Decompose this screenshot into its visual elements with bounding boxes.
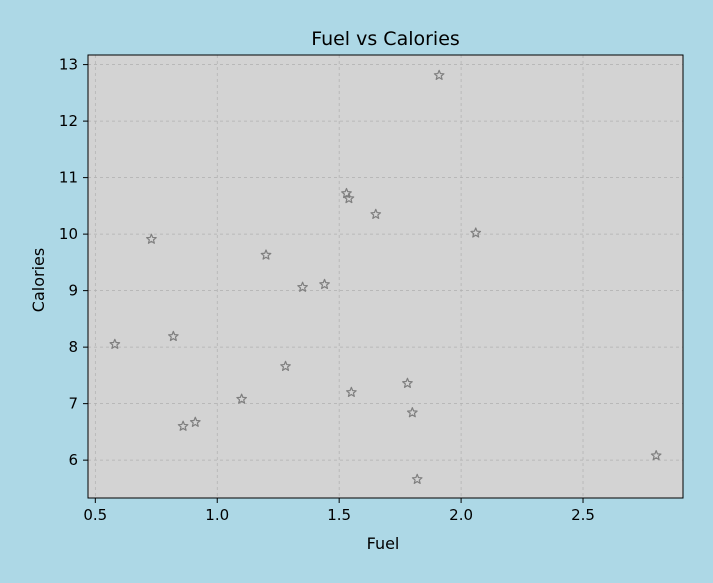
data-point (650, 450, 662, 461)
data-point (260, 249, 272, 260)
data-point (167, 330, 179, 342)
data-point (406, 407, 418, 418)
data-point (341, 187, 352, 199)
data-point (346, 386, 357, 397)
y-tick-label: 8 (68, 338, 78, 356)
data-points (109, 69, 662, 484)
data-point (370, 208, 382, 219)
y-tick-label: 6 (68, 451, 78, 469)
data-point (411, 473, 423, 484)
y-axis-ticks: 6 7 8 9 10 11 12 13 (59, 56, 88, 469)
data-point (236, 393, 247, 404)
data-point (402, 377, 413, 388)
data-point (433, 69, 445, 80)
data-point (109, 338, 121, 349)
grid-lines (88, 55, 683, 498)
plot-frame (87, 54, 684, 499)
data-point (189, 416, 201, 427)
y-tick-label: 13 (59, 56, 78, 74)
x-tick-label: 0.5 (83, 506, 107, 524)
x-tick-label: 1.0 (205, 506, 229, 524)
data-point (319, 278, 330, 290)
data-point (177, 420, 189, 431)
x-axis-ticks: 0.5 1.0 1.5 2.0 2.5 (83, 498, 595, 524)
data-point (343, 192, 355, 204)
data-point (470, 227, 482, 238)
y-tick-label: 7 (68, 395, 78, 413)
data-point (146, 233, 157, 244)
x-tick-label: 2.0 (449, 506, 473, 524)
y-axis-title: Calories (29, 248, 48, 312)
y-tick-label: 11 (59, 169, 78, 187)
x-tick-label: 1.5 (327, 506, 351, 524)
data-point (297, 281, 308, 292)
x-axis-title: Fuel (367, 534, 400, 553)
y-tick-label: 10 (59, 225, 78, 243)
chart-title: Fuel vs Calories (311, 28, 460, 50)
x-tick-label: 2.5 (571, 506, 595, 524)
y-tick-label: 9 (68, 282, 78, 300)
data-point (280, 360, 291, 371)
y-tick-label: 12 (59, 112, 78, 130)
